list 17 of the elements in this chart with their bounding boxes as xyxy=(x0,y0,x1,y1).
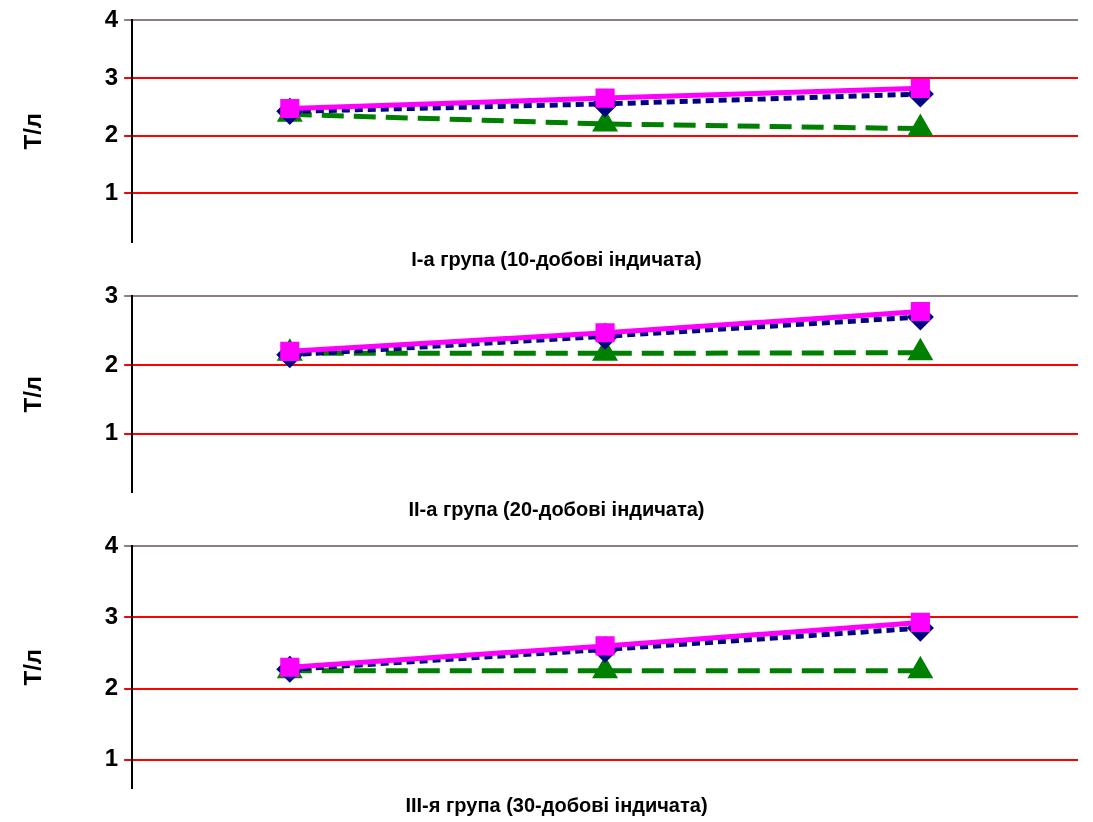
y-axis-title: Т/л xyxy=(19,648,47,686)
y-tick-label: 2 xyxy=(104,673,119,701)
text: III-я група (30-добові індичата) xyxy=(405,793,708,816)
y-axis-title: Т/л xyxy=(19,375,47,413)
y-tick-label: 1 xyxy=(104,418,119,446)
y-tick-label: 1 xyxy=(104,744,119,772)
y-tick-label: 3 xyxy=(104,602,119,630)
y-tick-label: 3 xyxy=(104,62,119,90)
y-tick-label: 2 xyxy=(104,349,119,377)
text: II-а група (20-добові індичата) xyxy=(408,497,705,520)
y-tick-label: 4 xyxy=(104,531,119,559)
y-tick-label: 1 xyxy=(104,177,119,205)
text: I-а група (10-добові індичата) xyxy=(411,247,702,270)
y-tick-label: 2 xyxy=(104,120,119,148)
y-tick-label: 3 xyxy=(104,281,119,309)
y-axis-title: Т/л xyxy=(19,112,47,150)
y-tick-label: 4 xyxy=(104,5,119,33)
